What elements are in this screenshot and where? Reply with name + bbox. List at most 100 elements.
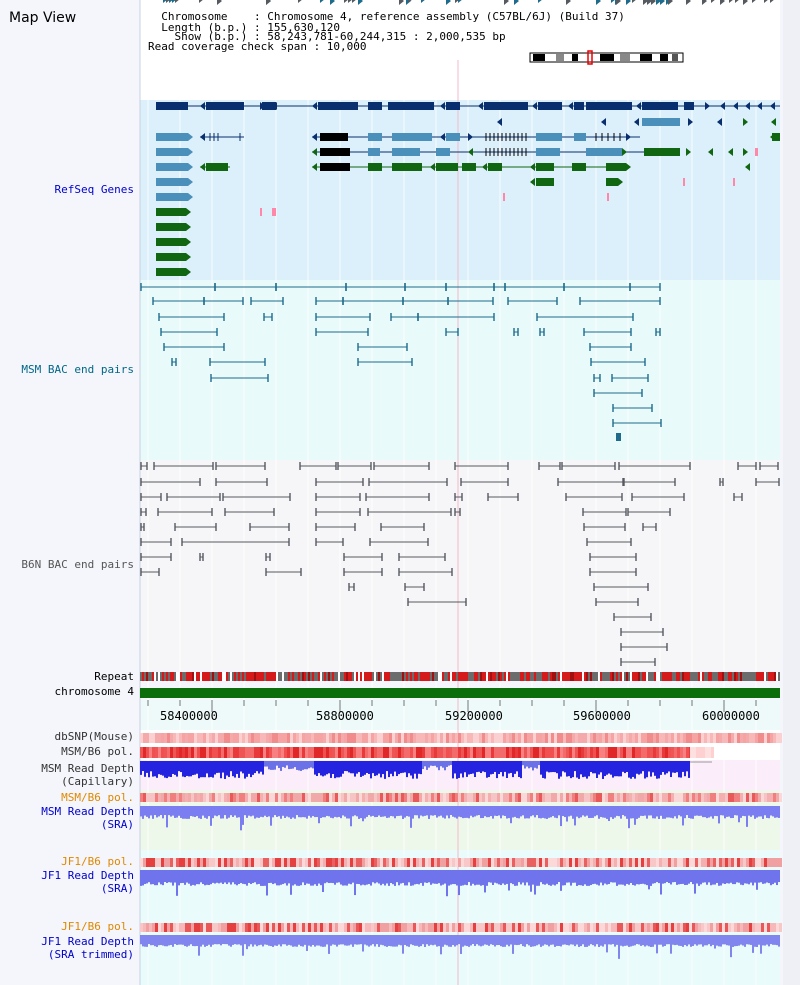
track-label-repeat[interactable]: Repeat (94, 670, 134, 683)
msm-pol2-heat (302, 793, 305, 802)
track-label-msm-bac[interactable]: MSM BAC end pairs (21, 363, 134, 376)
msm-pol2-heat (776, 793, 779, 802)
jf1-pol-heat (485, 858, 488, 867)
msm-sra-depth (490, 806, 492, 817)
bac-end-arrow (711, 0, 715, 3)
jf1-pol2-heat (749, 923, 752, 932)
repeat-segment (670, 672, 672, 681)
msm-pol-heat (308, 747, 311, 758)
dbsnp-heat (188, 733, 191, 743)
repeat-segment (350, 672, 352, 681)
jf1-trim-depth (454, 935, 456, 947)
msm-sra-depth (194, 806, 196, 818)
repeat-segment (224, 672, 226, 681)
track-label-refseq[interactable]: RefSeq Genes (54, 183, 134, 196)
msm-capillary-depth (254, 761, 256, 774)
msm-pol-heat (593, 747, 596, 758)
jf1-sra-depth (772, 870, 774, 885)
jf1-trim-depth (590, 935, 592, 945)
msm-sra-depth (694, 806, 696, 816)
msm-pol-heat (693, 747, 696, 758)
track-label-jf1-depth-trim[interactable]: JF1 Read Depth (41, 935, 134, 948)
jf1-pol-heat (344, 858, 347, 867)
dbsnp-heat (662, 733, 665, 743)
msm-sra-depth (742, 806, 744, 816)
msm-capillary-depth (142, 761, 144, 772)
jf1-trim-depth (666, 935, 668, 945)
jf1-trim-depth (484, 935, 486, 945)
dbsnp-heat (383, 733, 386, 743)
msm-pol2-heat (371, 793, 374, 802)
msm-pol-heat (560, 747, 563, 758)
msm-sra-depth (224, 806, 226, 816)
repeat-segment (396, 672, 398, 681)
track-label-msm-pol-2[interactable]: MSM/B6 pol. (61, 791, 134, 804)
jf1-pol-heat (203, 858, 206, 867)
track-label-b6n-bac[interactable]: B6N BAC end pairs (21, 558, 134, 571)
repeat-segment (336, 672, 338, 681)
track-label-dbsnp[interactable]: dbSNP(Mouse) (54, 730, 134, 743)
jf1-trim-depth (452, 935, 454, 946)
repeat-segment (322, 672, 324, 681)
msm-sra-depth (202, 806, 204, 816)
jf1-trim-depth (540, 935, 542, 947)
msm-pol2-heat (299, 793, 302, 802)
repeat-segment (324, 672, 326, 681)
dbsnp-heat (575, 733, 578, 743)
track-label-jf1-depth-sra[interactable]: JF1 Read Depth (41, 869, 134, 882)
msm-capillary-depth (456, 761, 458, 779)
jf1-pol-heat (569, 858, 572, 867)
jf1-trim-depth (178, 935, 180, 945)
msm-pol2-heat (686, 793, 689, 802)
msm-sra-depth (186, 806, 188, 819)
msm-pol-heat (167, 747, 170, 758)
jf1-trim-depth (374, 935, 376, 947)
repeat-segment (452, 672, 454, 681)
jf1-trim-depth (620, 935, 622, 946)
jf1-sra-depth (246, 870, 248, 886)
jf1-pol2-heat (659, 923, 662, 932)
msm-pol2-heat (662, 793, 665, 802)
track-label-chromosome[interactable]: chromosome 4 (54, 685, 134, 698)
msm-sra-depth (534, 806, 536, 818)
msm-pol2-heat (257, 793, 260, 802)
repeat-segment (560, 672, 562, 681)
msm-sra-depth (710, 806, 712, 817)
jf1-sra-depth (750, 870, 752, 883)
msm-pol2-heat (689, 793, 692, 802)
dbsnp-heat (755, 733, 758, 743)
msm-pol2-heat (158, 793, 161, 802)
msm-pol2-heat (401, 793, 404, 802)
jf1-pol-heat (437, 858, 440, 867)
track-label-msm-depth-sra[interactable]: MSM Read Depth (41, 805, 134, 818)
track-label-msm-depth-cap[interactable]: MSM Read Depth (41, 762, 134, 775)
repeat-segment (672, 672, 674, 681)
msm-sra-depth (758, 806, 760, 817)
msm-pol2-heat (380, 793, 383, 802)
strand-arrow (757, 102, 762, 110)
repeat-segment (618, 672, 620, 681)
bac-end-arrow (514, 0, 519, 5)
msm-sra-depth (768, 806, 770, 819)
msm-sra-depth (638, 806, 640, 818)
jf1-sra-depth (698, 870, 700, 886)
msm-pol-heat (584, 747, 587, 758)
track-label-jf1-pol-2[interactable]: JF1/B6 pol. (61, 920, 134, 933)
msm-capillary-depth (602, 761, 604, 779)
msm-capillary-depth (342, 761, 344, 774)
msm-pol2-heat (269, 793, 272, 802)
msm-capillary-depth (382, 761, 384, 775)
jf1-trim-depth (226, 935, 228, 945)
jf1-sra-depth (638, 870, 640, 885)
msm-pol-heat (224, 747, 227, 758)
jf1-trim-depth (632, 935, 634, 946)
track-label-jf1-pol-1[interactable]: JF1/B6 pol. (61, 855, 134, 868)
jf1-sra-depth (228, 870, 230, 883)
track-label-msm-pol-1[interactable]: MSM/B6 pol. (61, 745, 134, 758)
msm-sra-depth (208, 806, 210, 817)
jf1-pol2-heat (497, 923, 500, 932)
repeat-segment (250, 672, 252, 681)
jf1-sra-depth (412, 870, 414, 886)
